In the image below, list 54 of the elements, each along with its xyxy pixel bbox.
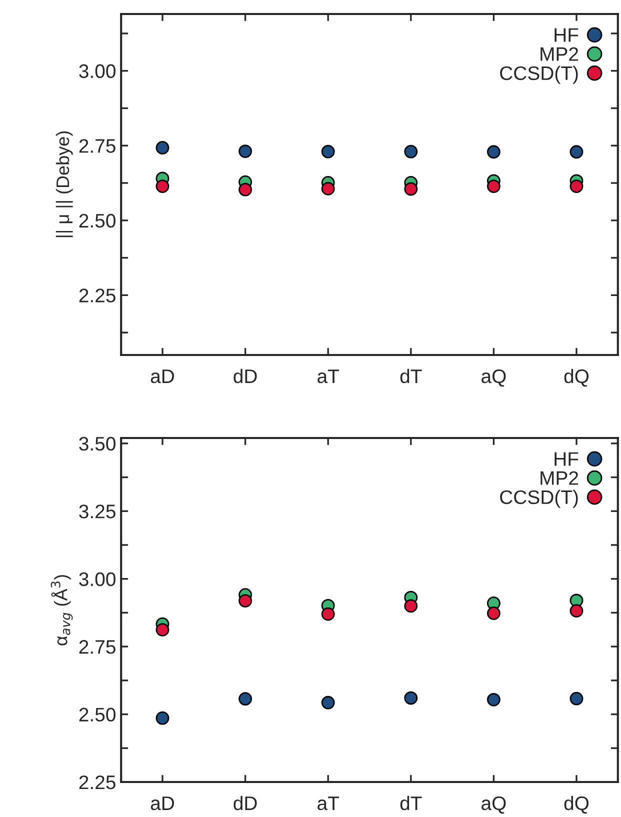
point bbox=[570, 604, 584, 618]
y-tick-label: 2.25 bbox=[79, 288, 116, 302]
y-tick-label: 2.50 bbox=[79, 214, 116, 228]
y-tick-label: 2.75 bbox=[79, 640, 116, 654]
x-tick-label: aD bbox=[150, 796, 174, 810]
y-tick-label: 2.50 bbox=[79, 708, 116, 722]
x-tick-label: dT bbox=[400, 796, 422, 810]
point bbox=[404, 599, 418, 613]
legend-label: HF bbox=[554, 452, 578, 466]
point bbox=[156, 180, 170, 194]
y-axis-title: α$_{avg}$ (Å$^{3}$) bbox=[50, 575, 73, 646]
x-tick-label: aD bbox=[150, 370, 174, 384]
point bbox=[570, 145, 584, 159]
x-tick-label: dD bbox=[234, 796, 257, 810]
y-tick-label: 3.00 bbox=[79, 572, 116, 586]
x-tick-label: aT bbox=[318, 370, 339, 384]
x-tick-label: aQ bbox=[482, 369, 506, 387]
point bbox=[156, 711, 170, 725]
y-axis-title: || μ || (Debye) bbox=[56, 131, 73, 238]
x-tick-label: dQ bbox=[564, 368, 589, 387]
point bbox=[156, 141, 170, 154]
y-tick-label: 2.75 bbox=[79, 139, 116, 153]
point bbox=[238, 692, 252, 706]
x-tick-label: aT bbox=[318, 796, 339, 810]
point bbox=[486, 180, 500, 194]
point bbox=[238, 594, 252, 608]
point bbox=[156, 623, 170, 636]
point bbox=[321, 696, 335, 710]
x-tick-label: dD bbox=[234, 368, 257, 384]
y-tick-label: 3.25 bbox=[79, 504, 116, 518]
legend-label: CCSD(T) bbox=[500, 490, 578, 508]
point bbox=[404, 182, 418, 196]
point bbox=[321, 144, 335, 158]
point bbox=[404, 691, 418, 705]
y-tick-label: 3.50 bbox=[79, 436, 116, 451]
point bbox=[570, 180, 584, 194]
x-tick-label: dT bbox=[400, 368, 422, 384]
y-tick-label: 2.25 bbox=[79, 775, 116, 790]
legend-label: MP2 bbox=[540, 47, 578, 61]
legend-label: CCSD(T) bbox=[500, 66, 578, 84]
legend-label: HF bbox=[554, 28, 578, 42]
point bbox=[238, 182, 252, 196]
point bbox=[486, 692, 500, 706]
point bbox=[238, 144, 252, 158]
point bbox=[570, 692, 584, 706]
point bbox=[321, 607, 335, 621]
point bbox=[486, 606, 500, 620]
x-tick-label: aQ bbox=[482, 796, 506, 814]
x-tick-label: dQ bbox=[564, 796, 589, 814]
legend-label: MP2 bbox=[540, 471, 578, 485]
y-tick-label: 3.00 bbox=[79, 64, 116, 78]
point bbox=[486, 145, 500, 159]
point bbox=[404, 144, 418, 158]
point bbox=[321, 182, 335, 196]
